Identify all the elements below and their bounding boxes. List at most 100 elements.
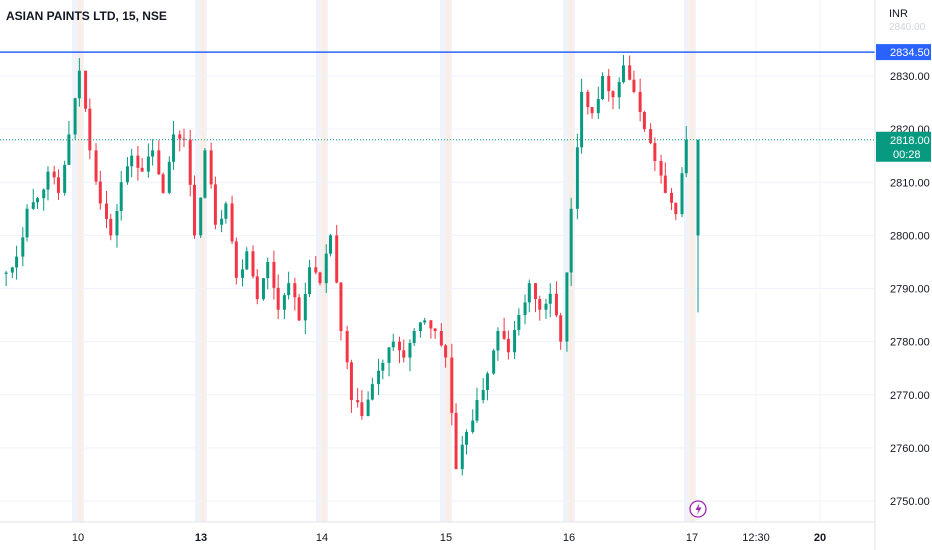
candle-body: [15, 256, 19, 268]
candle-body: [429, 320, 433, 329]
candle-body: [324, 253, 328, 284]
candle-body: [387, 347, 391, 363]
candle-body: [548, 293, 552, 304]
candle-body: [370, 384, 374, 400]
candle-body: [454, 412, 458, 470]
candle-body: [119, 182, 123, 212]
candle-body: [611, 91, 615, 98]
candle-body: [88, 108, 92, 151]
candle-body: [282, 295, 286, 310]
candle-body: [538, 299, 542, 310]
candle-body: [377, 370, 381, 385]
candle-body: [565, 272, 569, 342]
y-tick-label: 2770.00: [890, 390, 930, 402]
x-tick-label: 15: [440, 532, 452, 544]
candle-body: [554, 293, 558, 316]
chart-overlays: [0, 51, 875, 518]
candle-body: [209, 150, 213, 185]
candle-body: [151, 150, 155, 157]
candle-body: [674, 202, 678, 215]
candle-body: [56, 177, 60, 193]
candle-body: [628, 65, 632, 80]
candle-body: [559, 315, 563, 342]
candle-body: [213, 184, 217, 225]
candle-body: [266, 261, 270, 279]
candle-body: [596, 99, 600, 114]
session-band-core-15: [445, 0, 450, 522]
y-tick-label: 2790.00: [890, 284, 930, 296]
candle-body: [408, 342, 412, 358]
chart-title: ASIAN PAINTS LTD, 15, NSE: [6, 9, 167, 23]
candle-body: [649, 129, 653, 144]
lightning-icon[interactable]: [689, 500, 707, 518]
x-axis: 10 13 14 15 16 17 12:30 20: [0, 521, 875, 544]
candle-body: [496, 331, 500, 351]
candle-body: [632, 79, 636, 92]
candle-body: [684, 139, 688, 174]
candle-body: [653, 143, 657, 161]
candle-body: [36, 198, 40, 203]
candle-body: [178, 134, 182, 139]
candle-body: [335, 235, 339, 283]
y-tick-label: 2750.00: [890, 496, 930, 508]
x-tick-label: 16: [563, 532, 575, 544]
x-tick-label: 14: [316, 532, 328, 544]
countdown-label: 00:28: [893, 149, 921, 161]
candle-body: [172, 134, 176, 162]
candle-body: [502, 331, 506, 339]
candle-body: [328, 235, 332, 254]
candle-body: [318, 272, 322, 284]
candle-body: [569, 208, 573, 273]
candle-body: [4, 272, 8, 274]
candle-body: [293, 283, 297, 298]
candle-body: [349, 362, 353, 401]
candle-body: [157, 150, 161, 175]
level-price-tag: [876, 44, 931, 61]
candle-body: [418, 322, 422, 331]
candle-body: [607, 76, 611, 92]
candle-body: [188, 139, 192, 185]
candle-body: [140, 167, 144, 172]
candle-body: [77, 70, 81, 99]
candle-body: [580, 91, 584, 148]
candle-body: [182, 138, 186, 140]
candle-body: [663, 175, 667, 193]
candle-body: [125, 166, 129, 183]
candle-body: [642, 111, 646, 130]
candle-body: [21, 237, 25, 257]
level-price-label: 2834.50: [890, 47, 930, 59]
candle-body: [444, 345, 448, 358]
candle-body: [220, 218, 224, 225]
candle-body: [136, 155, 140, 168]
candle-body: [513, 329, 517, 353]
candle-body: [297, 297, 301, 321]
candle-body: [251, 251, 255, 277]
x-tick-label: 20: [814, 532, 826, 544]
candle-body: [115, 211, 119, 236]
last-price-tag: [876, 131, 931, 162]
candle-body: [471, 420, 475, 432]
candle-body: [303, 294, 307, 321]
candle-body: [308, 267, 312, 295]
y-tick-label: 2830.00: [890, 71, 930, 83]
candle-body: [94, 150, 98, 182]
candle-body: [544, 303, 548, 310]
partial-top-tick: 2840.00: [889, 22, 926, 33]
candle-body: [230, 203, 234, 242]
candle-body: [617, 82, 621, 98]
candle-body: [492, 350, 496, 374]
candle-body: [46, 171, 50, 190]
candle-body: [402, 350, 406, 358]
candle-body: [84, 70, 88, 109]
candle-body: [433, 328, 437, 331]
candle-body: [506, 338, 510, 353]
candle-body: [670, 192, 674, 203]
candle-body: [199, 197, 203, 236]
candle-body: [241, 269, 245, 278]
candle-body: [412, 331, 416, 343]
candle-body: [167, 161, 171, 193]
candle-body: [381, 362, 385, 371]
candle-body: [366, 399, 370, 416]
candle-body: [439, 331, 443, 346]
